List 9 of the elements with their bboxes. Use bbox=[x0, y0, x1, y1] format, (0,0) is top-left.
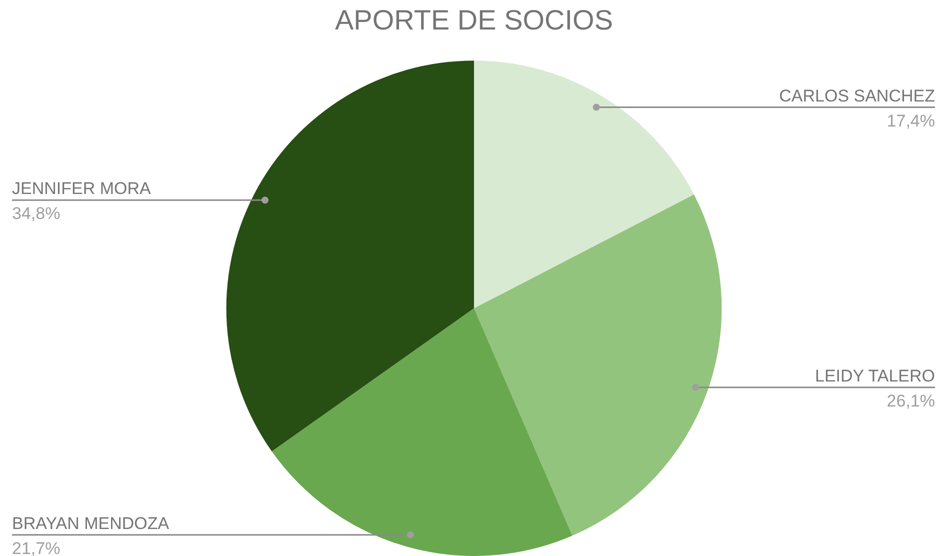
data-label: 21,7% bbox=[12, 538, 60, 556]
chart-title: APORTE DE SOCIOS bbox=[335, 4, 613, 36]
slice-label: JENNIFER MORA bbox=[12, 179, 152, 198]
data-label: 26,1% bbox=[886, 391, 935, 410]
data-label: 34,8% bbox=[12, 204, 60, 224]
slice-label: CARLOS SANCHEZ bbox=[779, 86, 935, 106]
slice-label: LEIDY TALERO bbox=[815, 366, 935, 386]
data-label: 17,4% bbox=[886, 111, 935, 130]
slice-label: BRAYAN MENDOZA bbox=[12, 514, 170, 533]
